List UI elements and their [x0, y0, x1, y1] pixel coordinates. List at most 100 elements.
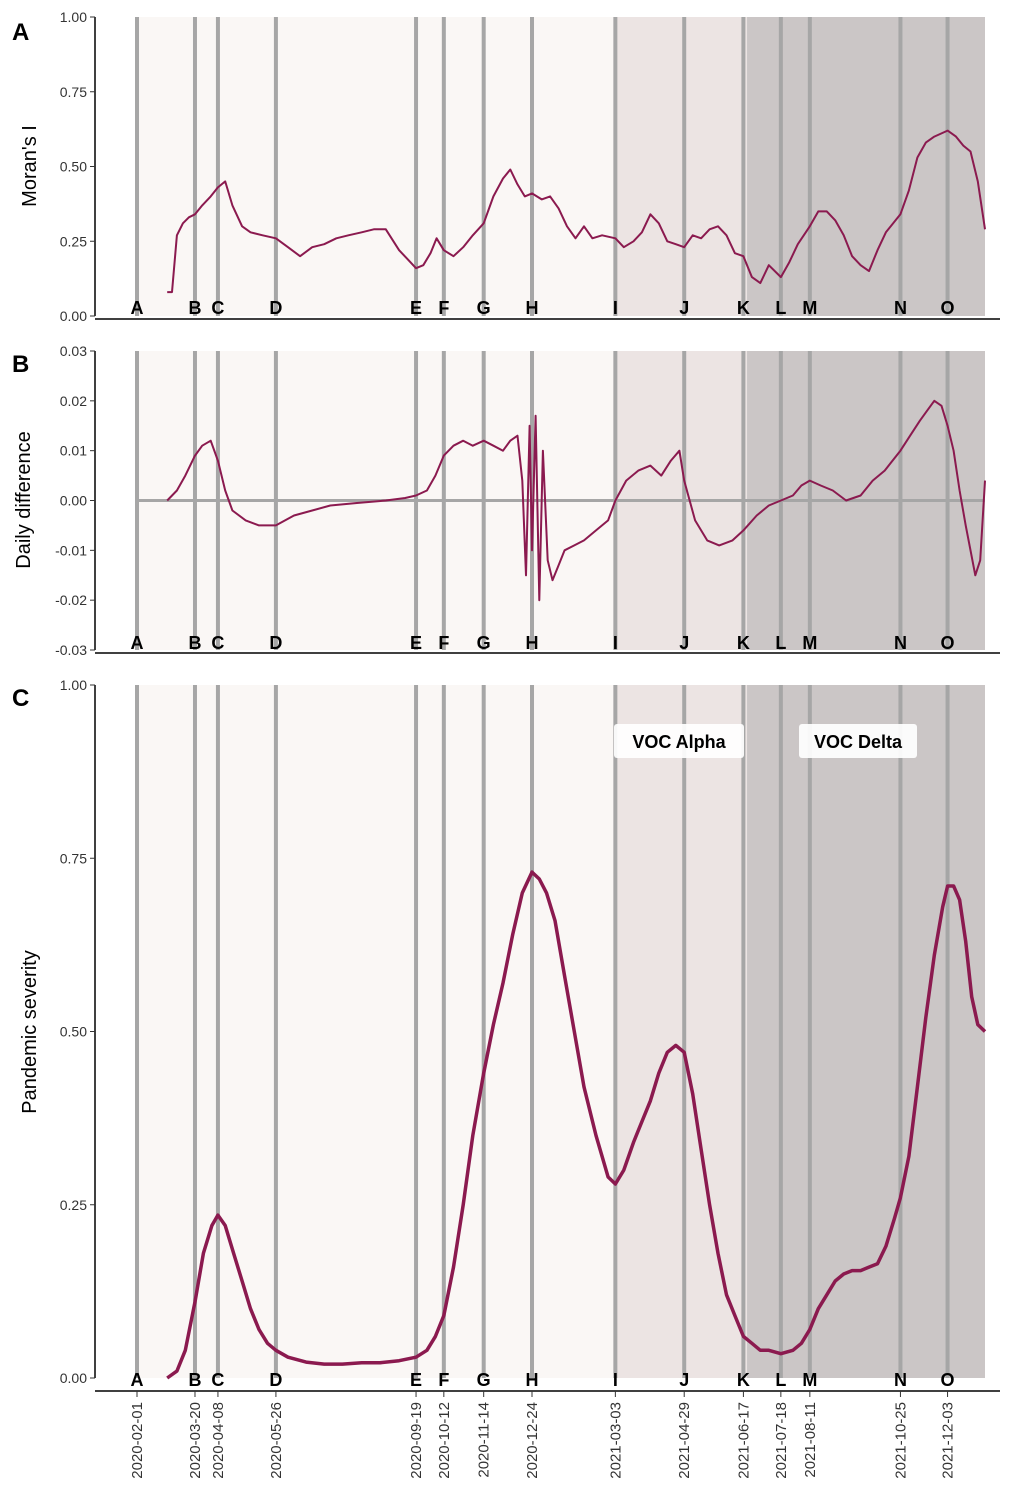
x-tick-label: 2020-05-26 [268, 1402, 285, 1479]
event-label-e: E [410, 633, 422, 653]
event-label-j: J [679, 633, 689, 653]
period-band-pre-voc [137, 17, 616, 316]
event-label-i: I [613, 633, 618, 653]
event-label-h: H [526, 633, 539, 653]
event-label-i: I [613, 298, 618, 318]
x-tick-label: 2021-06-17 [735, 1402, 752, 1479]
x-tick-label: 2021-04-29 [676, 1402, 693, 1479]
x-tick-label: 2021-03-03 [607, 1402, 624, 1479]
x-tick-label: 2020-09-19 [408, 1402, 425, 1479]
event-label-a: A [131, 633, 144, 653]
event-label-d: D [269, 1370, 282, 1390]
event-label-b: B [188, 633, 201, 653]
event-label-b: B [188, 298, 201, 318]
event-label-g: G [477, 633, 491, 653]
panel-b: B Daily difference -0.03 -0.02 -0.01 0.00 0.… [12, 343, 1000, 658]
event-label-g: G [477, 1370, 491, 1390]
y-tick-label: 0.50 [60, 159, 87, 175]
event-label-b: B [188, 1370, 201, 1390]
event-label-a: A [131, 1370, 144, 1390]
x-tick-label: 2020-04-08 [210, 1402, 227, 1479]
event-label-l: L [775, 633, 786, 653]
y-tick-label: 0.25 [60, 1197, 87, 1213]
event-label-a: A [131, 298, 144, 318]
event-label-k: K [737, 298, 750, 318]
period-band-voc-alpha [615, 17, 748, 316]
x-tick-label: 2021-12-03 [940, 1402, 957, 1479]
y-tick-label: 0.75 [60, 850, 87, 866]
event-label-o: O [941, 1370, 955, 1390]
event-label-k: K [737, 1370, 750, 1390]
panel-letter-c: C [12, 685, 29, 712]
event-label-o: O [941, 298, 955, 318]
x-tick-label: 2020-03-20 [187, 1402, 204, 1479]
event-label-f: F [438, 1370, 449, 1390]
panel-c: C Pandemic severity 0.00 0.25 0.50 0.75 1.00… [12, 677, 1000, 1392]
y-tick-label: 0.03 [60, 343, 87, 359]
x-tick-label: 2020-10-12 [436, 1402, 453, 1479]
x-tick-label: 2021-08-11 [802, 1402, 819, 1478]
x-tick-label: 2020-11-14 [476, 1402, 493, 1478]
event-label-f: F [438, 298, 449, 318]
event-label-j: J [679, 1370, 689, 1390]
y-tick-label: 1.00 [60, 677, 87, 693]
period-label: VOC Delta [814, 732, 903, 752]
event-label-o: O [941, 633, 955, 653]
y-tick-label: 1.00 [60, 9, 87, 25]
event-label-c: C [211, 1370, 224, 1390]
period-band-pre-voc [137, 685, 616, 1378]
y-tick-label: 0.00 [60, 1370, 87, 1386]
event-label-g: G [477, 298, 491, 318]
y-tick-label: 0.50 [60, 1024, 87, 1040]
series-line-a [167, 129, 986, 294]
y-axis-label-c: Pandemic severity [19, 950, 41, 1113]
x-axis-date-labels: 2020-02-01 2020-03-20 2020-04-08 2020-05-26… [129, 1391, 957, 1479]
period-label-box [799, 724, 917, 758]
panel-a: A Moran's I 0.00 0.25 0.50 0.75 1.00 A B C D E F G H… [12, 9, 1000, 324]
x-tick-label: 2020-12-24 [524, 1402, 541, 1479]
event-label-e: E [410, 298, 422, 318]
panel-letter-b: B [12, 351, 29, 378]
x-tick-label: 2020-02-01 [129, 1402, 146, 1479]
event-label-c: C [211, 298, 224, 318]
event-label-k: K [737, 633, 750, 653]
event-label-n: N [894, 633, 907, 653]
period-label: VOC Alpha [632, 732, 726, 752]
y-tick-label: 0.02 [60, 393, 87, 409]
y-tick-label: -0.02 [55, 592, 87, 608]
event-label-d: D [269, 633, 282, 653]
event-label-h: H [526, 1370, 539, 1390]
event-label-l: L [775, 298, 786, 318]
period-band-voc-alpha [615, 685, 748, 1378]
event-label-j: J [679, 298, 689, 318]
event-label-m: M [802, 633, 817, 653]
event-label-d: D [269, 298, 282, 318]
event-label-n: N [894, 298, 907, 318]
period-label-box [614, 724, 744, 758]
event-label-n: N [894, 1370, 907, 1390]
period-band-voc-delta [747, 685, 985, 1378]
event-label-m: M [802, 298, 817, 318]
x-tick-label: 2021-10-25 [892, 1402, 909, 1479]
y-tick-label: 0.01 [60, 443, 87, 459]
y-axis-label-a: Moran's I [19, 125, 41, 207]
panel-letter-a: A [12, 19, 29, 46]
series-line-c [166, 870, 987, 1380]
y-tick-label: -0.01 [55, 542, 87, 558]
y-tick-label: 0.00 [60, 493, 87, 509]
event-label-m: M [802, 1370, 817, 1390]
event-label-e: E [410, 1370, 422, 1390]
event-label-h: H [526, 298, 539, 318]
event-label-c: C [211, 633, 224, 653]
y-tick-label: 0.25 [60, 233, 87, 249]
series-line-b [166, 399, 986, 602]
event-label-i: I [613, 1370, 618, 1390]
y-tick-label: -0.03 [55, 642, 87, 658]
y-tick-label: 0.75 [60, 84, 87, 100]
y-tick-label: 0.00 [60, 308, 87, 324]
event-label-l: L [775, 1370, 786, 1390]
y-axis-label-b: Daily difference [13, 431, 35, 568]
x-tick-label: 2021-07-18 [773, 1402, 790, 1479]
event-label-f: F [438, 633, 449, 653]
